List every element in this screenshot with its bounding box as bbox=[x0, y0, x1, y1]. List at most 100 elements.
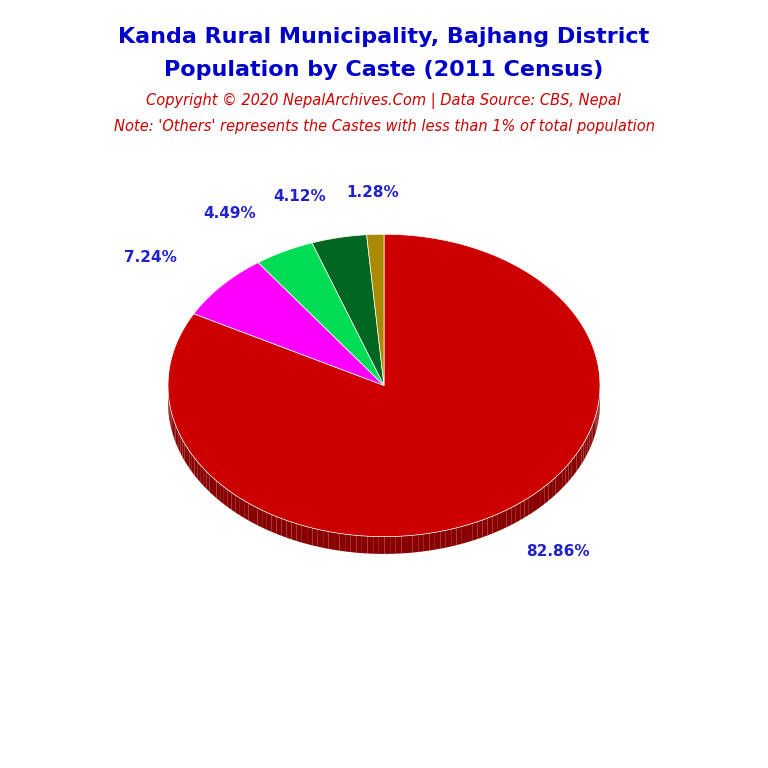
Polygon shape bbox=[312, 235, 384, 386]
Polygon shape bbox=[435, 531, 440, 550]
Polygon shape bbox=[272, 515, 276, 534]
Polygon shape bbox=[213, 478, 217, 498]
Polygon shape bbox=[296, 524, 302, 542]
Text: 1.28%: 1.28% bbox=[346, 184, 399, 200]
Text: Population by Caste (2011 Census): Population by Caste (2011 Census) bbox=[164, 60, 604, 80]
Polygon shape bbox=[334, 532, 339, 551]
Polygon shape bbox=[555, 474, 559, 495]
Polygon shape bbox=[184, 444, 187, 465]
Polygon shape bbox=[492, 515, 497, 534]
Polygon shape bbox=[586, 435, 588, 457]
Polygon shape bbox=[385, 537, 390, 554]
Polygon shape bbox=[257, 508, 262, 528]
Polygon shape bbox=[345, 535, 351, 552]
Polygon shape bbox=[407, 535, 412, 553]
Polygon shape bbox=[579, 447, 581, 468]
Polygon shape bbox=[329, 531, 334, 550]
Polygon shape bbox=[595, 413, 597, 434]
Polygon shape bbox=[419, 534, 424, 552]
Polygon shape bbox=[373, 537, 379, 554]
Text: Kanda Rural Municipality, Bajhang District: Kanda Rural Municipality, Bajhang Distri… bbox=[118, 27, 650, 47]
Polygon shape bbox=[462, 525, 467, 544]
Polygon shape bbox=[552, 477, 555, 498]
Polygon shape bbox=[262, 510, 266, 530]
Polygon shape bbox=[591, 425, 593, 445]
Polygon shape bbox=[548, 481, 552, 501]
Polygon shape bbox=[194, 263, 384, 386]
Polygon shape bbox=[593, 421, 594, 442]
Polygon shape bbox=[429, 532, 435, 551]
Polygon shape bbox=[170, 409, 172, 431]
Polygon shape bbox=[562, 468, 565, 488]
Polygon shape bbox=[412, 535, 419, 553]
Polygon shape bbox=[281, 518, 286, 538]
Polygon shape bbox=[507, 508, 511, 527]
Polygon shape bbox=[192, 455, 194, 475]
Polygon shape bbox=[313, 528, 318, 547]
Polygon shape bbox=[318, 529, 323, 548]
Polygon shape bbox=[258, 243, 384, 386]
Polygon shape bbox=[249, 503, 253, 523]
Polygon shape bbox=[177, 429, 179, 450]
Polygon shape bbox=[516, 503, 520, 522]
Polygon shape bbox=[368, 536, 373, 554]
Polygon shape bbox=[451, 528, 456, 546]
Polygon shape bbox=[456, 527, 462, 545]
Polygon shape bbox=[488, 516, 492, 535]
Polygon shape bbox=[210, 475, 213, 495]
Polygon shape bbox=[545, 484, 548, 504]
Polygon shape bbox=[173, 417, 174, 439]
Polygon shape bbox=[396, 536, 402, 554]
Polygon shape bbox=[497, 512, 502, 531]
Polygon shape bbox=[597, 409, 598, 430]
Polygon shape bbox=[187, 447, 190, 468]
Polygon shape bbox=[197, 462, 200, 482]
Polygon shape bbox=[537, 489, 541, 509]
Polygon shape bbox=[174, 421, 176, 442]
Polygon shape bbox=[292, 522, 296, 541]
Polygon shape bbox=[244, 501, 249, 521]
Polygon shape bbox=[482, 518, 488, 538]
Polygon shape bbox=[302, 525, 307, 544]
Polygon shape bbox=[565, 464, 568, 485]
Text: 82.86%: 82.86% bbox=[526, 544, 589, 559]
Polygon shape bbox=[276, 517, 281, 536]
Polygon shape bbox=[194, 458, 197, 478]
Polygon shape bbox=[286, 521, 292, 539]
Text: Note: 'Others' represents the Castes with less than 1% of total population: Note: 'Others' represents the Castes wit… bbox=[114, 119, 654, 134]
Polygon shape bbox=[266, 512, 272, 531]
Polygon shape bbox=[574, 454, 577, 475]
Polygon shape bbox=[323, 531, 329, 549]
Polygon shape bbox=[467, 524, 472, 542]
Polygon shape bbox=[176, 425, 177, 446]
Polygon shape bbox=[577, 450, 579, 472]
Polygon shape bbox=[478, 520, 482, 539]
Polygon shape bbox=[525, 498, 529, 518]
Polygon shape bbox=[240, 498, 244, 518]
Polygon shape bbox=[207, 472, 210, 492]
Text: 4.12%: 4.12% bbox=[273, 189, 326, 204]
Polygon shape bbox=[594, 417, 595, 438]
Polygon shape bbox=[502, 510, 507, 529]
Polygon shape bbox=[390, 536, 396, 554]
Polygon shape bbox=[541, 486, 545, 507]
Polygon shape bbox=[568, 461, 571, 482]
Polygon shape bbox=[190, 451, 192, 472]
Polygon shape bbox=[217, 481, 220, 502]
Polygon shape bbox=[307, 527, 313, 545]
Polygon shape bbox=[511, 505, 516, 525]
Polygon shape bbox=[224, 487, 228, 507]
Polygon shape bbox=[232, 492, 236, 513]
Polygon shape bbox=[351, 535, 356, 553]
Text: 4.49%: 4.49% bbox=[204, 207, 256, 221]
Polygon shape bbox=[220, 484, 224, 505]
Polygon shape bbox=[533, 492, 537, 512]
Polygon shape bbox=[183, 440, 184, 461]
Polygon shape bbox=[571, 458, 574, 478]
Polygon shape bbox=[366, 234, 384, 386]
Polygon shape bbox=[445, 529, 451, 548]
Polygon shape bbox=[339, 534, 345, 551]
Polygon shape bbox=[588, 432, 590, 453]
Polygon shape bbox=[362, 536, 368, 554]
Polygon shape bbox=[228, 490, 232, 510]
